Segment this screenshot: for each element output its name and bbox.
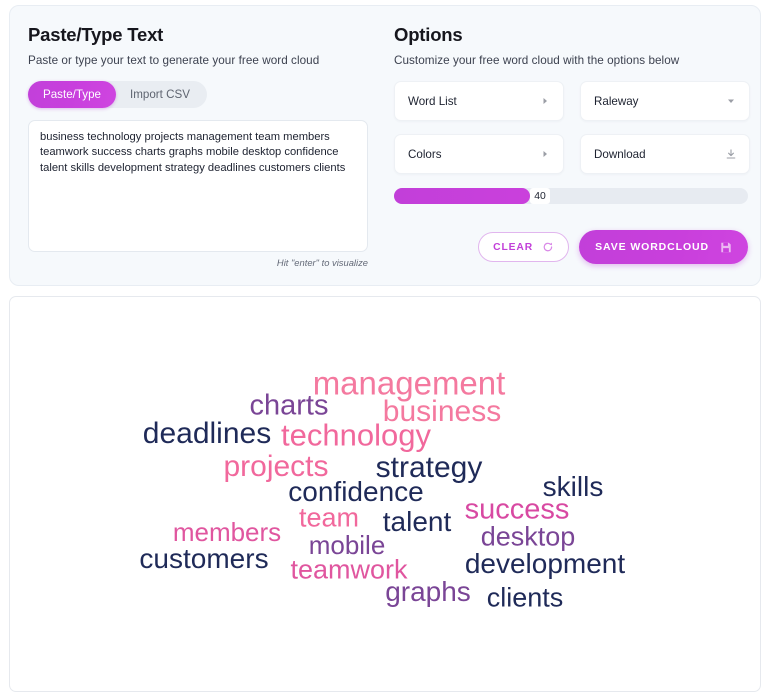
options-grid: Word List Raleway <box>394 81 750 175</box>
cloud-word[interactable]: graphs <box>385 576 471 607</box>
save-wordcloud-button[interactable]: SAVE WORDCLOUD <box>579 230 748 265</box>
chevron-right-icon <box>539 95 551 107</box>
cloud-word[interactable]: members <box>172 517 282 547</box>
paste-panel-subtitle: Paste or type your text to generate your… <box>28 54 320 68</box>
cloud-word[interactable]: strategy <box>375 451 483 484</box>
tab-paste-type[interactable]: Paste/Type <box>28 81 117 109</box>
chevron-down-icon <box>725 95 737 107</box>
colors-select[interactable]: Colors <box>394 134 564 175</box>
text-input-area[interactable]: business technology projects management … <box>28 120 368 253</box>
cloud-word[interactable]: management <box>312 364 506 402</box>
cloud-word[interactable]: clients <box>486 582 564 613</box>
options-section: Options Customize your free word cloud w… <box>386 6 762 285</box>
cloud-word[interactable]: business <box>382 395 502 428</box>
input-mode-tabs: Paste/Type Import CSV <box>28 81 207 109</box>
paste-type-section: Paste/Type Text Paste or type your text … <box>10 6 386 285</box>
cloud-word[interactable]: technology <box>281 417 431 453</box>
clear-button[interactable]: CLEAR <box>478 232 570 263</box>
download-label: Download <box>594 147 646 161</box>
cloud-word[interactable]: teamwork <box>290 554 408 585</box>
cloud-word[interactable]: confidence <box>288 476 424 507</box>
font-select-label: Raleway <box>594 94 639 108</box>
font-select[interactable]: Raleway <box>580 81 750 122</box>
controls-panel: Paste/Type Text Paste or type your text … <box>9 5 761 286</box>
options-panel-title: Options <box>394 24 463 45</box>
cloud-word[interactable]: team <box>298 502 360 533</box>
wordcloud-canvas-card[interactable]: management charts business deadlines technol… <box>9 296 761 692</box>
cloud-word[interactable]: projects <box>223 450 329 483</box>
text-input-value[interactable]: business technology projects management … <box>40 131 346 174</box>
save-button-label: SAVE WORDCLOUD <box>595 241 709 254</box>
word-list-select[interactable]: Word List <box>394 81 564 122</box>
download-select[interactable]: Download <box>580 134 750 175</box>
cloud-word[interactable]: skills <box>542 471 604 502</box>
colors-label: Colors <box>408 147 442 161</box>
cloud-word[interactable]: deadlines <box>142 417 272 450</box>
cloud-word[interactable]: customers <box>139 543 269 574</box>
cloud-word[interactable]: talent <box>382 506 452 537</box>
action-buttons: CLEAR SAVE WORDCLOUD <box>394 230 748 265</box>
cloud-word[interactable]: mobile <box>308 530 386 560</box>
visualize-hint: Hit "enter" to visualize <box>276 257 368 269</box>
tab-import-csv[interactable]: Import CSV <box>130 88 190 102</box>
paste-panel-title: Paste/Type Text <box>28 24 164 45</box>
download-icon <box>725 148 737 160</box>
word-list-label: Word List <box>408 94 457 108</box>
slider-fill <box>394 188 531 205</box>
options-panel-subtitle: Customize your free word cloud with the … <box>394 54 680 68</box>
cloud-word[interactable]: charts <box>249 389 329 422</box>
cloud-word[interactable]: success <box>464 493 570 526</box>
clear-button-label: CLEAR <box>493 241 534 253</box>
wordcloud-render-area[interactable]: management charts business deadlines technol… <box>10 297 760 691</box>
refresh-icon <box>542 241 554 253</box>
word-count-slider[interactable]: 40 <box>394 188 748 205</box>
cloud-word[interactable]: development <box>464 548 626 579</box>
slider-value: 40 <box>530 188 550 205</box>
save-icon <box>720 241 732 253</box>
cloud-word[interactable]: desktop <box>480 521 576 552</box>
chevron-right-icon <box>539 148 551 160</box>
